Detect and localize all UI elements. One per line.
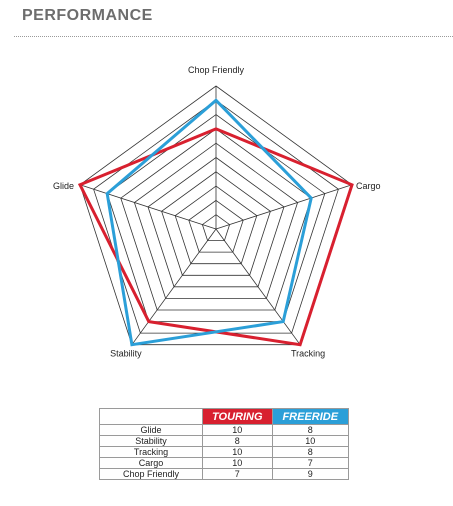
axis-label-tracking: Tracking	[291, 349, 325, 359]
axis-label-stability: Stability	[110, 349, 142, 359]
table-cell-name: Cargo	[99, 457, 203, 469]
grid-ring	[147, 157, 285, 288]
table-row: Chop Friendly 7 9	[99, 468, 350, 480]
section-divider	[14, 36, 453, 37]
grid-ring	[120, 128, 312, 311]
table-cell-name: Glide	[99, 424, 203, 436]
series-touring-line	[77, 127, 354, 347]
grid-ring	[161, 171, 271, 276]
table-row: Cargo 10 7	[99, 457, 350, 469]
table-row: Tracking 10 8	[99, 446, 350, 458]
grid-ring	[174, 185, 258, 265]
table-cell-freeride: 10	[271, 435, 350, 447]
radar-chart: Chop Friendly Cargo Tracking Stability Glide	[53, 65, 381, 359]
series-freeride-line	[105, 98, 313, 347]
table-cell-touring: 7	[202, 468, 273, 480]
axis-label-glide: Glide	[53, 181, 74, 191]
axis-label-cargo: Cargo	[356, 181, 381, 191]
grid-ring	[133, 142, 299, 299]
table-header-freeride: FREERIDE	[271, 408, 350, 425]
axis-label-chop-friendly: Chop Friendly	[188, 65, 245, 75]
table-cell-freeride: 7	[271, 457, 350, 469]
axis-spoke	[131, 228, 217, 345]
table-cell-name: Tracking	[99, 446, 203, 458]
grid-ring	[188, 199, 244, 253]
axis-spoke	[215, 228, 301, 345]
grid-ring	[79, 85, 353, 346]
table-cell-freeride: 8	[271, 424, 350, 436]
table-row: Glide 10 8	[99, 424, 350, 436]
section-title: PERFORMANCE	[22, 7, 153, 24]
axis-spoke	[215, 184, 353, 230]
table-cell-freeride: 8	[271, 446, 350, 458]
table-header-touring: TOURING	[202, 408, 273, 425]
table-header-blank	[99, 408, 203, 425]
grid-ring	[106, 114, 326, 323]
table-cell-touring: 10	[202, 457, 273, 469]
table-cell-name: Chop Friendly	[99, 468, 203, 480]
table-cell-touring: 8	[202, 435, 273, 447]
grid-ring	[201, 214, 231, 242]
table-row: Stability 8 10	[99, 435, 350, 447]
table-cell-touring: 10	[202, 424, 273, 436]
axis-spoke	[79, 184, 217, 230]
table-cell-freeride: 9	[271, 468, 350, 480]
table-header-row: TOURING FREERIDE	[99, 408, 350, 425]
table-cell-name: Stability	[99, 435, 203, 447]
performance-table: TOURING FREERIDE Glide 10 8 Stability 8 …	[99, 408, 350, 480]
table-cell-touring: 10	[202, 446, 273, 458]
